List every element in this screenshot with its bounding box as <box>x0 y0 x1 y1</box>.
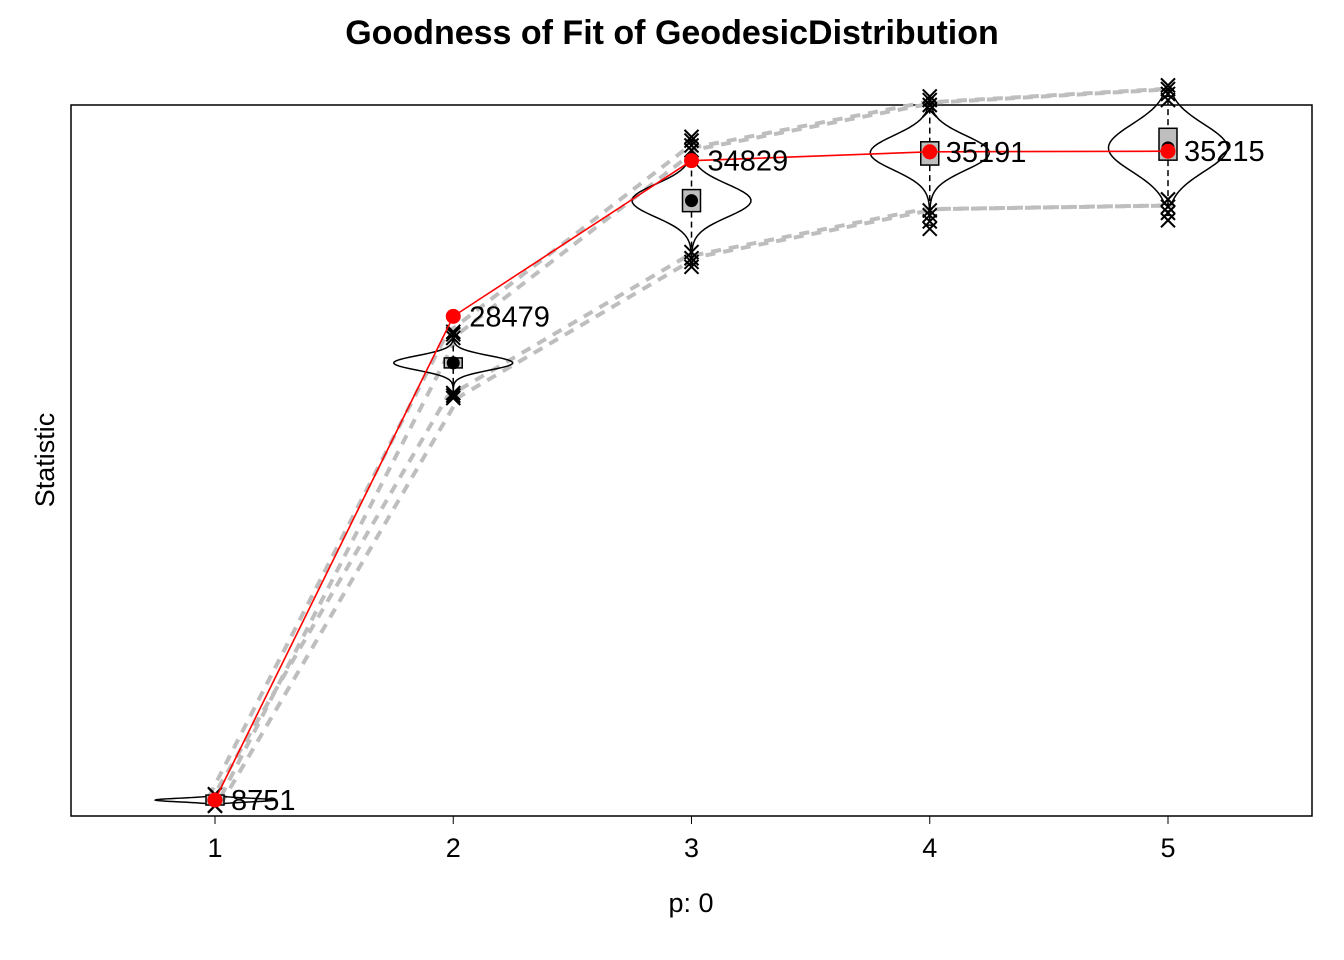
observed-point-1 <box>207 792 223 808</box>
median-dot-2 <box>446 356 460 370</box>
outlier-marker-3-3 <box>683 244 700 260</box>
outlier-marker-5-1 <box>1160 205 1176 221</box>
outlier-stroke-b <box>445 326 461 342</box>
simulated-group-2 <box>393 324 514 406</box>
outlier-stroke-b <box>922 92 938 108</box>
median-dot-3 <box>685 194 698 208</box>
x-axis: 1 2 3 4 5 <box>207 816 1176 863</box>
observed-label-4: 35191 <box>946 137 1027 169</box>
outlier-stroke-b <box>922 213 938 230</box>
outlier-stroke-b <box>1160 212 1176 228</box>
outlier-marker-2-2 <box>445 385 461 401</box>
outlier-marker-2-0 <box>445 390 461 406</box>
observed-point-4 <box>922 144 938 160</box>
x-tick-label-4: 4 <box>922 833 937 863</box>
chart-title: Goodness of Fit of GeodesicDistribution <box>345 14 999 52</box>
outlier-stroke-b <box>683 132 700 149</box>
outlier-stroke-b <box>922 202 938 219</box>
outlier-stroke-b <box>445 390 461 406</box>
outlier-stroke-b <box>683 244 700 260</box>
observed-point-5 <box>1160 143 1176 159</box>
outlier-marker-3-7 <box>683 129 700 145</box>
outlier-stroke-b <box>1160 205 1176 221</box>
observed-layer: 8751 28479 34829 35191 35215 <box>207 136 1265 817</box>
observed-line <box>214 150 1169 801</box>
outlier-stroke-b <box>683 129 700 145</box>
outlier-stroke-b <box>1160 81 1176 97</box>
outlier-marker-2-3 <box>445 330 461 346</box>
observed-label-2: 28479 <box>469 301 550 333</box>
outlier-stroke-b <box>922 88 938 105</box>
outlier-stroke-b <box>445 330 461 346</box>
outlier-stroke-b <box>683 250 700 266</box>
observed-label-5: 35215 <box>1184 136 1265 168</box>
observed-label-1: 8751 <box>231 785 296 817</box>
outlier-stroke-b <box>1160 77 1176 94</box>
observed-label-3: 34829 <box>708 146 789 178</box>
outlier-marker-5-7 <box>1160 77 1176 94</box>
outlier-stroke-b <box>922 221 938 237</box>
outlier-stroke-b <box>445 385 461 401</box>
outlier-marker-2-1 <box>445 387 461 404</box>
violin-5 <box>1107 95 1229 206</box>
outlier-marker-5-0 <box>1160 212 1176 228</box>
outlier-marker-5-4 <box>1160 92 1176 108</box>
outlier-marker-4-3 <box>922 202 938 219</box>
outlier-marker-4-6 <box>922 92 938 108</box>
outlier-marker-2-4 <box>445 326 461 342</box>
outlier-stroke-b <box>445 387 461 404</box>
bounds-lower-line <box>219 203 1175 805</box>
outlier-stroke-b <box>1160 191 1176 208</box>
outlier-marker-5-2 <box>1160 199 1176 215</box>
x-tick-label-3: 3 <box>684 833 699 863</box>
x-tick-label-1: 1 <box>207 833 222 863</box>
observed-point-2 <box>445 308 461 324</box>
bounds-lower-line <box>207 203 1163 805</box>
x-axis-label: p: 0 <box>668 888 713 918</box>
observed-point-3 <box>684 153 699 169</box>
outlier-marker-5-6 <box>1160 81 1176 97</box>
x-tick-label-2: 2 <box>446 833 461 863</box>
bounds-upper-line <box>219 87 1175 798</box>
outlier-marker-3-6 <box>683 132 700 149</box>
y-axis-label: Statistic <box>30 413 60 508</box>
violin-layer <box>153 77 1229 814</box>
x-tick-label-5: 5 <box>1160 833 1175 863</box>
outlier-stroke-b <box>922 207 938 224</box>
outlier-stroke-b <box>1160 199 1176 215</box>
outlier-marker-4-2 <box>922 207 938 224</box>
outlier-marker-3-2 <box>683 250 700 266</box>
outlier-stroke-b <box>1160 92 1176 108</box>
bounds-upper-line <box>207 87 1163 798</box>
outlier-marker-4-7 <box>922 88 938 105</box>
outlier-marker-5-3 <box>1160 191 1176 208</box>
outlier-stroke-b <box>445 324 461 340</box>
outlier-marker-4-1 <box>922 213 938 230</box>
outlier-marker-4-0 <box>922 221 938 237</box>
